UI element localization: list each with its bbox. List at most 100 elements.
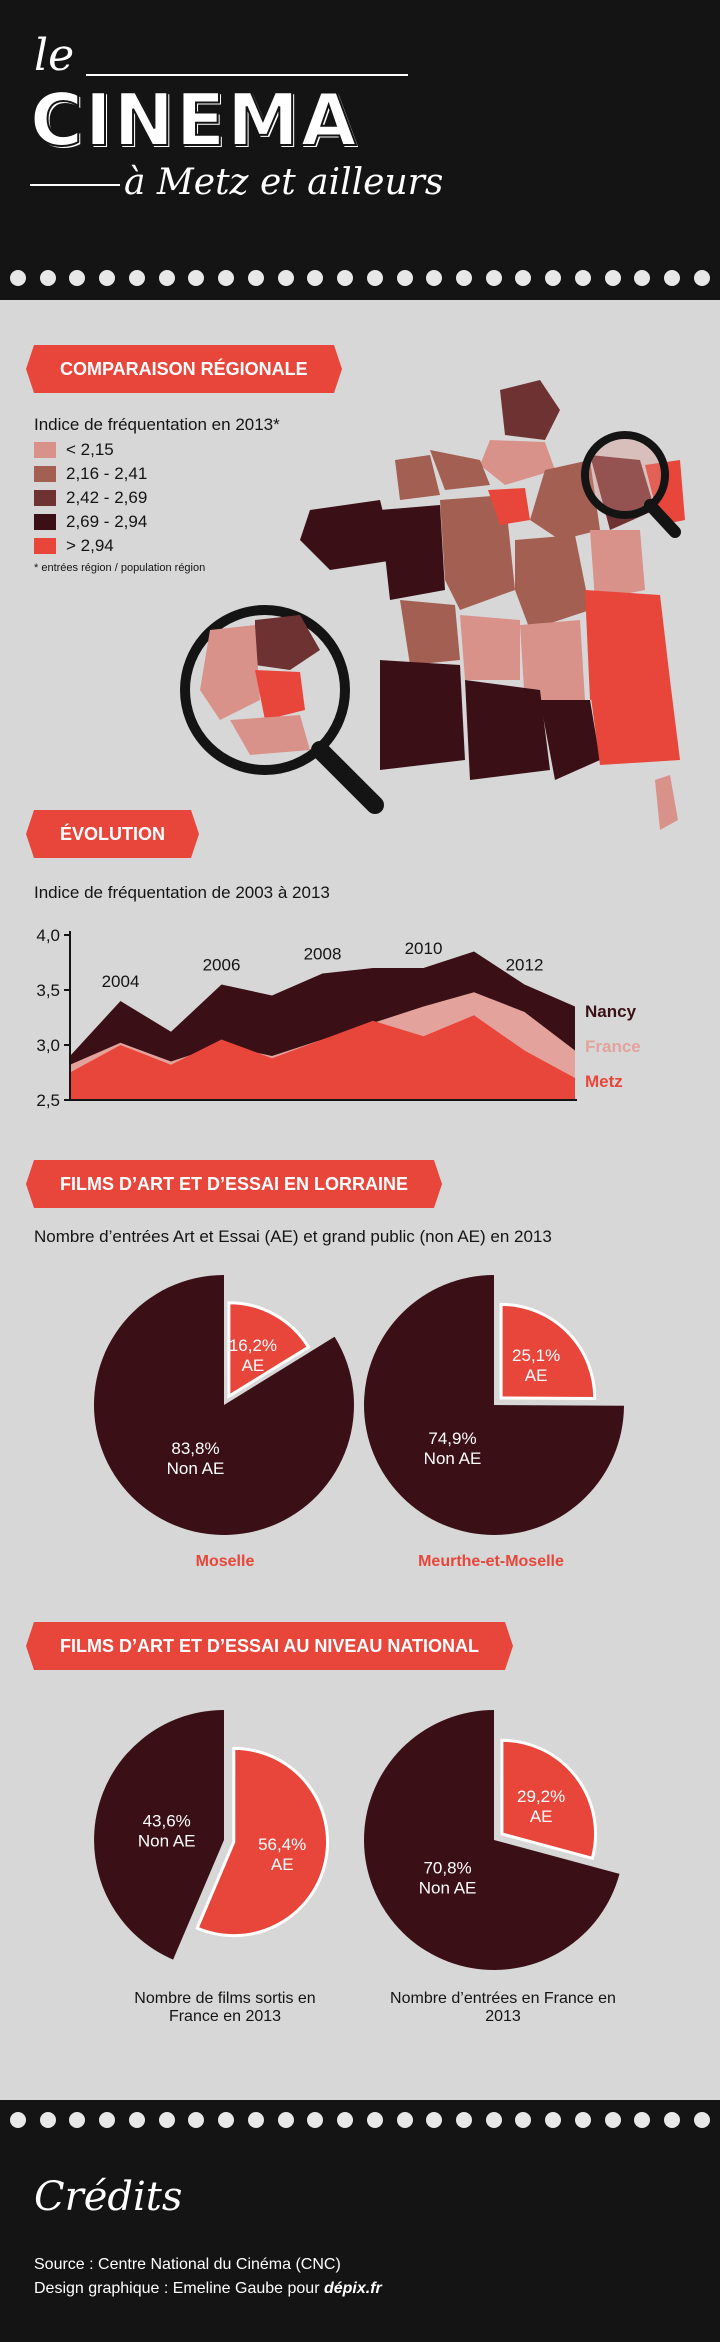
y-tick-label: 3,5 [36,981,60,1000]
magnified-picardie [200,625,260,720]
pie-value-ae: 16,2% [229,1336,277,1355]
legend-label: 2,16 - 2,41 [66,464,148,483]
evolution-subtitle: Indice de fréquentation de 2003 à 2013 [34,883,330,902]
series-label-nancy: Nancy [585,1002,637,1021]
region-poitou [400,600,460,665]
pie-label-ae: AE [271,1855,294,1874]
pie-caption-films: Nombre de films sortis en France en 2013 [134,1990,316,2025]
magnifier-west-handle [311,741,384,814]
legend-swatch [34,442,56,458]
section-label-regional: COMPARAISON RÉGIONALE [26,345,342,393]
series-label-france: France [585,1037,641,1056]
pie-value-non-ae: 70,8% [423,1859,471,1878]
region-picardie [480,440,555,485]
y-tick-label: 3,0 [36,1036,60,1055]
legend-label: < 2,15 [66,440,114,459]
magnifier-east-handle [644,499,681,538]
pie-value-non-ae: 43,6% [143,1811,191,1830]
legend-swatch [34,514,56,530]
pie-slice-ae [499,1302,597,1401]
pie-value-non-ae: 74,9% [428,1429,476,1448]
x-tick-label: 2008 [304,945,342,964]
region-midi-pyrenees [465,680,550,780]
section-label-lorraine: FILMS D’ART ET D’ESSAI EN LORRAINE [25,1160,443,1208]
region-basse-normandie [395,455,440,500]
film-perforation-bottom [0,2108,720,2132]
legend-label: 2,69 - 2,94 [66,512,148,531]
credits-title: Crédits [34,2174,183,2220]
pie-slice-non-ae [93,1275,354,1535]
pie-label-non-ae: Non AE [424,1449,482,1468]
region-bretagne [300,500,395,570]
credits-design: Design graphique : Emeline Gaube pour [34,2280,320,2297]
x-tick-label: 2006 [203,956,241,975]
region-idf [488,488,530,525]
magnifier-east [581,431,681,538]
legend-item: < 2,15 [34,440,114,460]
region-aquitaine [380,660,465,770]
pie-value-ae: 56,4% [258,1835,306,1854]
magnifier-west [180,605,384,814]
region-centre [440,495,515,610]
title-subtitle: à Metz et ailleurs [124,162,444,203]
credits-brand-link[interactable]: dépix.fr [323,2280,382,2297]
pie-slice-non-ae [363,1710,620,1970]
legend-swatch [34,490,56,506]
region-limousin [460,615,520,680]
legend-item: 2,16 - 2,41 [34,464,147,484]
legend-label: 2,42 - 2,69 [66,488,148,507]
footnote: * entrées région / population région [34,562,206,574]
pie-slice-ae [227,1301,311,1399]
footer: Crédits Source : Centre National du Ciné… [0,2100,720,2342]
legend-item: 2,69 - 2,94 [34,512,147,532]
pie-slice-ae [500,1738,598,1861]
legend-label: > 2,94 [66,536,114,555]
pie-label-ae: AE [530,1807,553,1826]
magnified-centre [230,715,310,755]
pie-value-ae: 29,2% [517,1787,565,1806]
magnified-nord [255,615,320,670]
area-series-metz [70,1015,575,1100]
pie-title-moselle: Moselle [195,1553,255,1570]
pie-label-non-ae: Non AE [419,1879,477,1898]
series-label-metz: Metz [585,1072,623,1091]
section-label-evolution: ÉVOLUTION [25,810,200,858]
legend-item: > 2,94 [34,536,114,556]
map-regions [300,380,685,830]
title-rule-bottom [30,184,120,186]
pie-value-ae: 25,1% [512,1346,560,1365]
area-chart: 4,0 3,5 3,0 2,5 2004 2006 2008 2010 2012 Nancy Fra… [36,926,641,1110]
region-languedoc [540,700,600,780]
pie-label-non-ae: Non AE [167,1459,225,1478]
section-label-national: FILMS D’ART ET D’ESSAI AU NIVEAU NATIONA… [25,1622,514,1670]
header: le CINEMA à Metz et ailleurs [0,0,720,300]
title-cinema: CINEMA [29,77,359,163]
y-tick-label: 4,0 [36,926,60,945]
legend-item: 2,42 - 2,69 [34,488,147,508]
pie-slice-ae [195,1746,329,1938]
legend-title: Indice de fréquentation en 2013* [34,415,280,434]
region-auvergne [520,620,585,705]
pie-caption-entrees: Nombre d’entrées en France en 2013 [390,1990,616,2025]
x-tick-label: 2010 [405,939,443,958]
pie-slice-non-ae [364,1275,624,1535]
lorraine-subtitle: Nombre d’entrées Art et Essai (AE) et gr… [34,1227,552,1246]
film-perforation-top [0,266,720,290]
region-pays-de-loire [380,505,445,600]
credits-source: Source : Centre National du Cinéma (CNC) [34,2256,341,2273]
region-franche-comte [590,530,645,600]
region-nord [500,380,560,440]
magnified-idf [255,670,305,720]
pie-label-ae: AE [525,1366,548,1385]
credits-design-line: Design graphique : Emeline Gaube pour dé… [34,2280,382,2298]
pie-slice-non-ae [94,1710,224,1960]
x-tick-label: 2012 [506,956,544,975]
title-rule-top [86,74,408,76]
pie-label-non-ae: Non AE [138,1831,196,1850]
region-paca [590,680,680,765]
title-le: le [34,30,75,81]
pie-value-non-ae: 83,8% [171,1439,219,1458]
